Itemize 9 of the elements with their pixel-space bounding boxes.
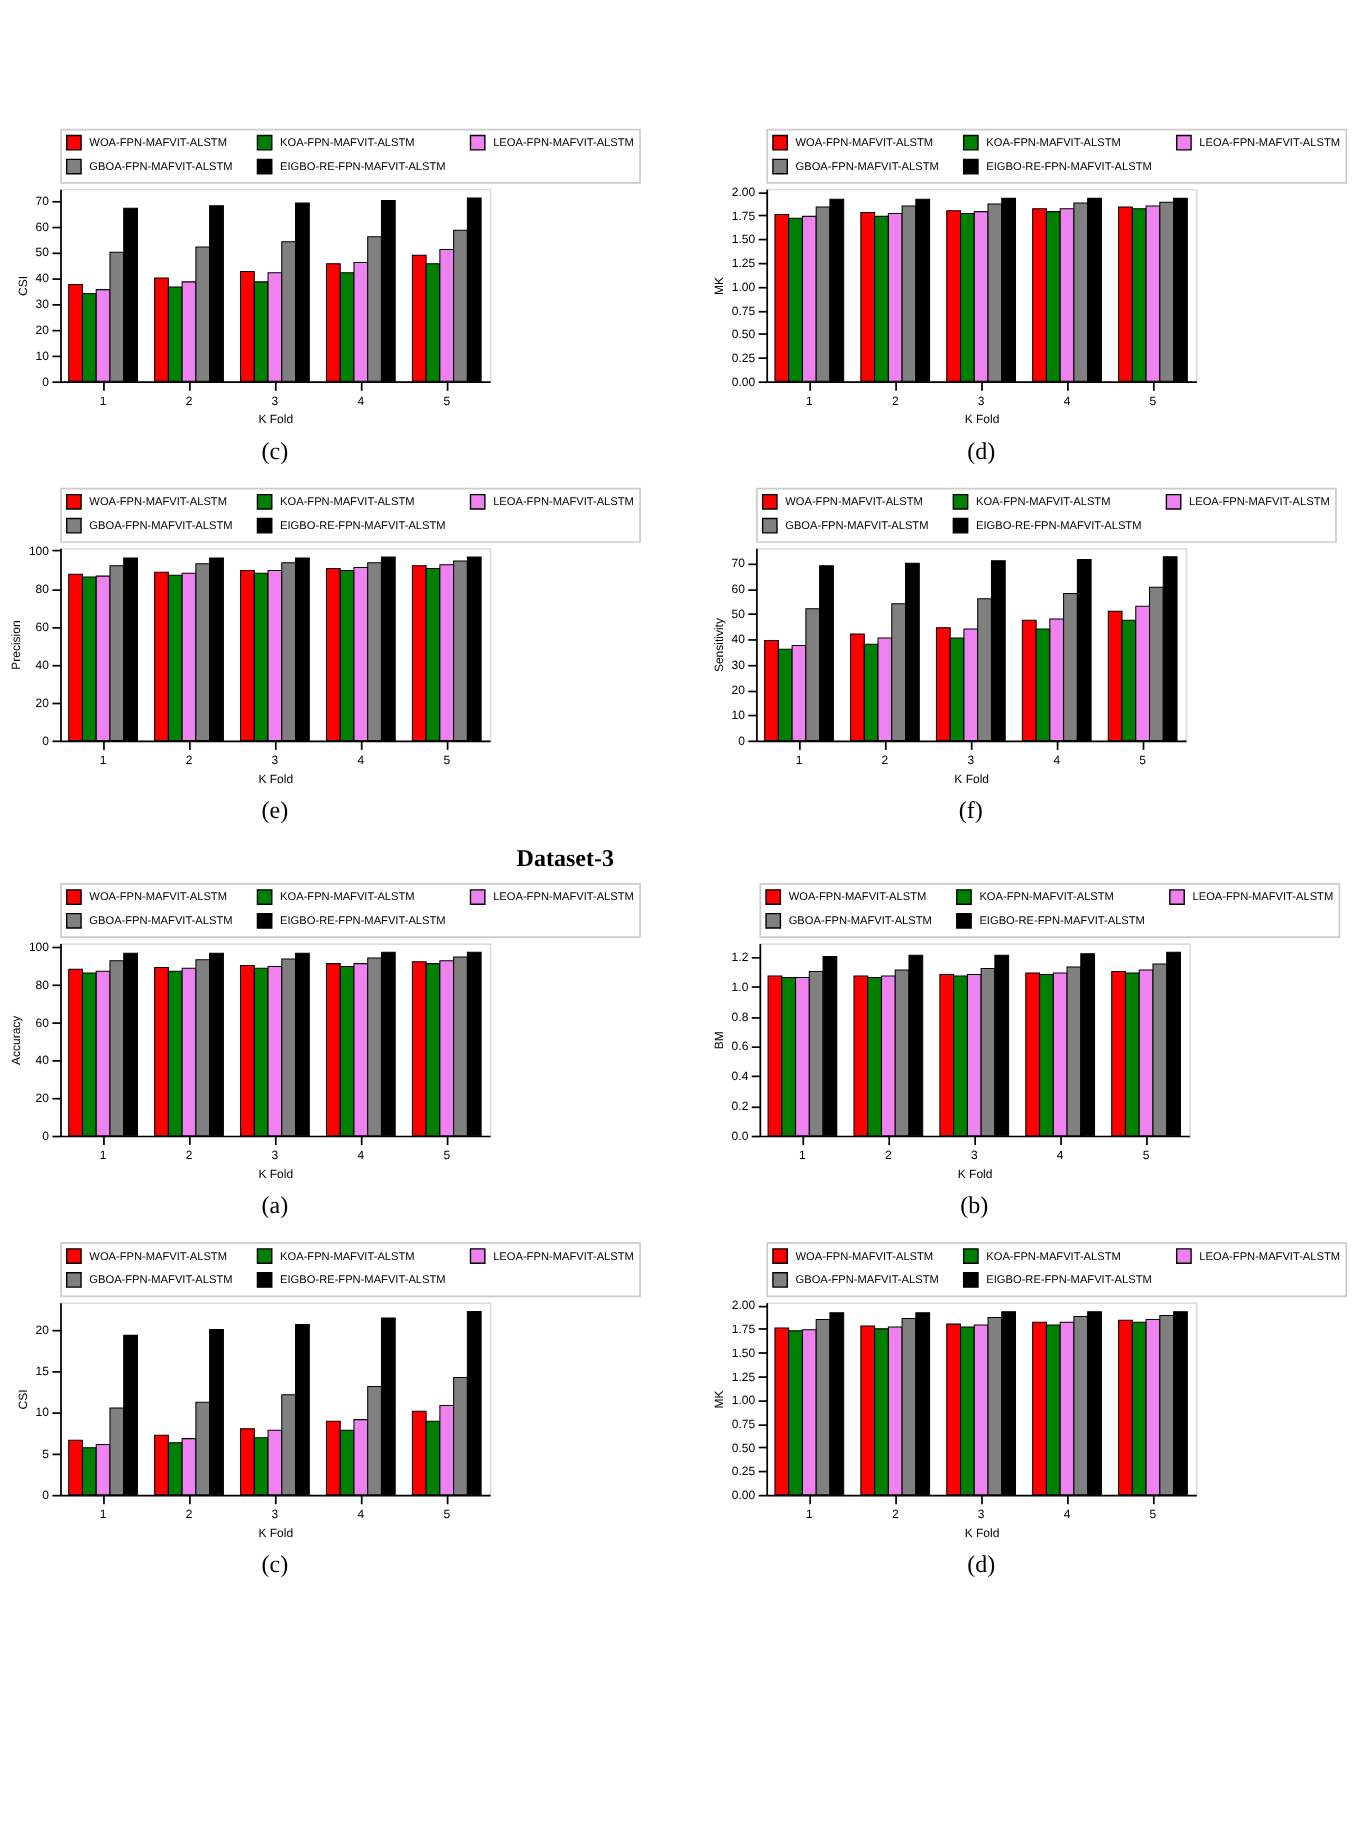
text: (d) <box>967 436 996 465</box>
text: (f) <box>958 795 983 824</box>
text: (c) <box>261 1550 289 1579</box>
text: (b) <box>960 1190 989 1219</box>
text: (d) <box>967 1550 996 1579</box>
text: (c) <box>261 436 289 465</box>
text: (e) <box>261 795 289 824</box>
text: (a) <box>261 1190 289 1219</box>
text: Dataset-3 <box>516 843 615 872</box>
